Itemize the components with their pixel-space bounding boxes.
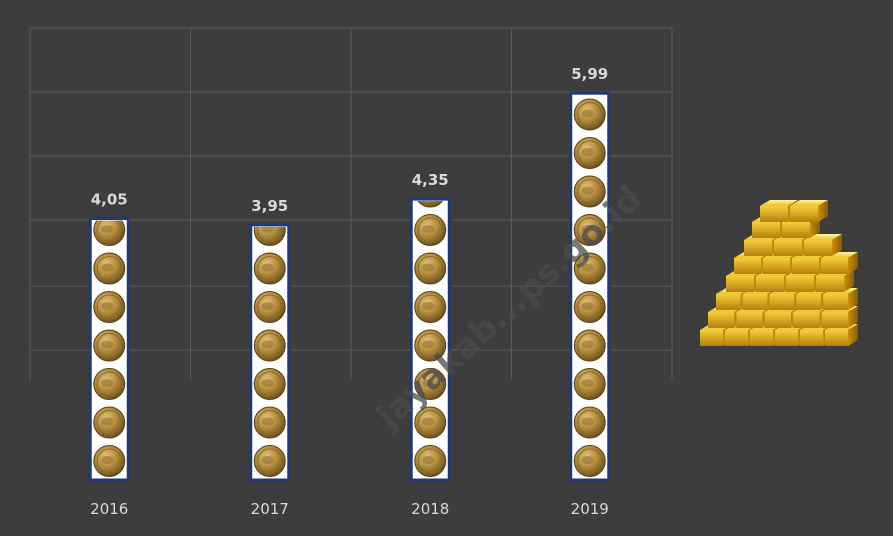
labels: 4,05 2016 3,95 2017 4,35 2018 5,99 2019 <box>90 65 609 518</box>
coin-icon <box>93 368 126 400</box>
coin-icon <box>414 368 447 400</box>
coin-icon <box>253 329 286 362</box>
coin-icon <box>573 98 606 131</box>
x-tick-label: 2019 <box>571 500 609 518</box>
coin-icon <box>414 214 447 246</box>
coin-icon <box>573 291 606 323</box>
coin-icon <box>414 445 447 477</box>
coin-stack <box>573 98 606 477</box>
grid-lines <box>29 27 673 380</box>
coin-icon <box>573 406 606 439</box>
coin-icon <box>414 329 447 362</box>
coin-icon <box>93 291 126 323</box>
coin-icon <box>573 368 606 400</box>
bars <box>88 91 611 482</box>
bar-2018 <box>409 197 451 482</box>
coin-icon <box>573 445 606 477</box>
x-tick-label: 2016 <box>90 500 128 518</box>
coin-icon <box>414 291 447 323</box>
bar-2019 <box>569 91 611 482</box>
coin-icon <box>93 252 126 285</box>
coin-icon <box>414 406 447 439</box>
coin-icon <box>573 175 606 208</box>
data-label: 4,05 <box>91 190 128 208</box>
coin-icon <box>93 445 126 477</box>
coin-icon <box>93 406 126 439</box>
coin-icon <box>573 214 606 246</box>
data-label: 5,99 <box>571 65 608 83</box>
coin-icon <box>253 226 286 246</box>
coin-stack <box>414 201 447 477</box>
data-label: 4,35 <box>412 171 449 189</box>
coin-icon <box>253 406 286 439</box>
data-label: 3,95 <box>251 197 288 215</box>
coin-icon <box>253 291 286 323</box>
gold-bars-pyramid-icon <box>700 200 858 346</box>
coin-stack <box>93 220 126 477</box>
coin-icon <box>253 252 286 285</box>
coin-icon <box>573 137 606 169</box>
coin-icon <box>573 252 606 285</box>
coin-icon <box>417 201 444 208</box>
bar-2016 <box>88 216 130 482</box>
coin-icon <box>93 220 126 246</box>
coin-icon <box>253 445 286 477</box>
coin-icon <box>253 368 286 400</box>
x-tick-label: 2017 <box>251 500 289 518</box>
coin-icon <box>573 329 606 362</box>
coin-icon <box>93 329 126 362</box>
x-tick-label: 2018 <box>411 500 449 518</box>
bar-2017 <box>249 223 291 482</box>
coin-icon <box>414 252 447 285</box>
coin-stack <box>253 226 286 477</box>
